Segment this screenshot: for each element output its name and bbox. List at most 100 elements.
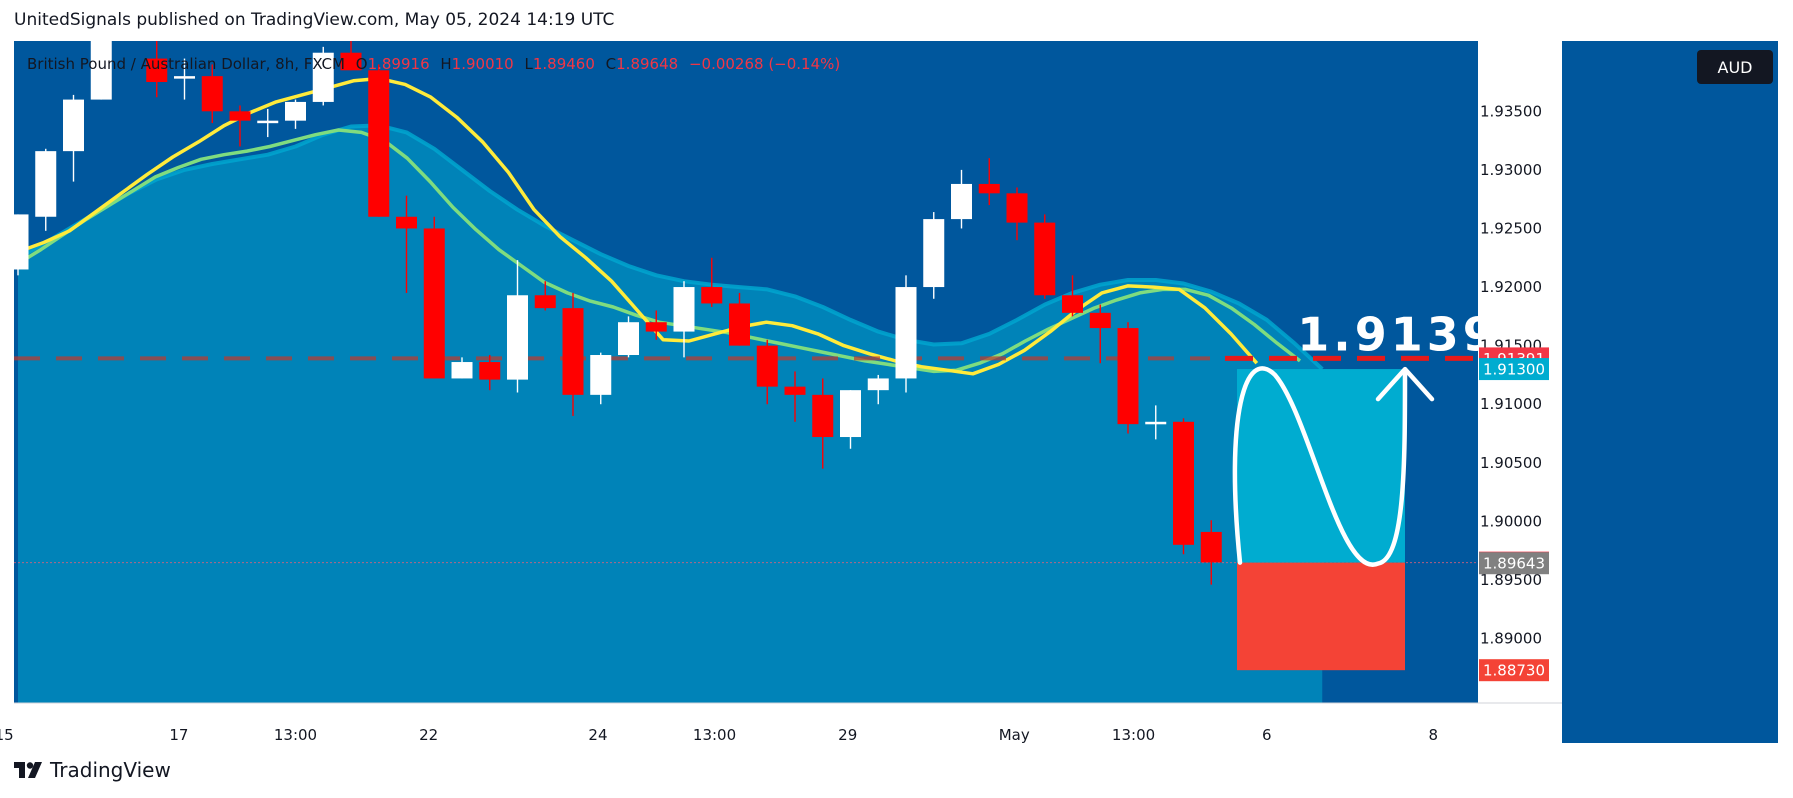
price-tag-text: 1.89643 <box>1483 555 1545 573</box>
candle-body <box>507 295 528 380</box>
candle-body <box>119 32 140 39</box>
candle <box>507 260 528 393</box>
candle-body <box>1006 193 1028 223</box>
y-tick-label: 1.93000 <box>1480 161 1542 179</box>
chart-legend: British Pound / Australian Dollar, 8h, F… <box>27 55 840 73</box>
candle-body <box>479 362 501 380</box>
candle <box>729 292 750 346</box>
candle-body <box>923 219 945 288</box>
candle <box>840 390 861 449</box>
candle <box>35 148 57 231</box>
candle <box>63 94 84 182</box>
candle <box>14 214 29 276</box>
y-tick-label: 1.90000 <box>1480 512 1542 530</box>
price-tag-bg <box>1479 659 1549 682</box>
candle <box>978 158 1000 206</box>
candle-body <box>63 99 84 152</box>
candle <box>396 195 417 293</box>
legend-high-value: 1.90010 <box>451 55 514 73</box>
legend-change: −0.00268 (−0.14%) <box>688 55 841 73</box>
candle <box>1062 275 1083 317</box>
price-tag: 1.88730 <box>1479 659 1549 682</box>
x-tick-label: 22 <box>419 726 438 744</box>
candle-body <box>396 216 417 229</box>
y-tick-label: 1.92000 <box>1480 278 1542 296</box>
legend-close-label: C <box>605 55 617 73</box>
candle-body <box>340 52 362 71</box>
price-tag: 1.89643 <box>1479 552 1549 575</box>
candle-body <box>729 303 750 346</box>
candle <box>951 169 972 229</box>
candle <box>867 374 889 405</box>
candle <box>368 64 390 217</box>
candle-body <box>756 345 778 387</box>
x-tick-label: 13:00 <box>274 726 317 744</box>
price-tag-bg <box>1479 358 1549 381</box>
candle <box>479 355 501 391</box>
candle-body <box>285 101 306 121</box>
y-tick-label: 1.90500 <box>1480 454 1542 472</box>
candle-body <box>368 70 390 217</box>
price-tag-text: 1.91300 <box>1483 361 1545 379</box>
candle <box>1089 304 1111 364</box>
candle-body <box>951 183 972 220</box>
price-axis <box>1478 41 1562 748</box>
candle <box>618 316 639 358</box>
x-tick-label: 17 <box>169 726 188 744</box>
candle-body <box>867 378 889 391</box>
legend-high-label: H <box>440 55 452 73</box>
publication-header: UnitedSignals published on TradingView.c… <box>14 10 615 30</box>
area-fill <box>18 125 1323 703</box>
candle-body <box>1200 531 1222 563</box>
candle <box>645 310 667 340</box>
candle <box>756 339 778 405</box>
x-tick-label: 13:00 <box>693 726 736 744</box>
projection-curve <box>1232 366 1408 567</box>
candle <box>257 108 279 138</box>
candle-body <box>229 111 251 121</box>
candle-body <box>812 394 834 438</box>
candle <box>1200 520 1222 585</box>
candle-body <box>1117 328 1139 425</box>
candle <box>701 257 723 307</box>
candle-body <box>1173 421 1194 545</box>
price-tag: 1.91300 <box>1479 358 1549 381</box>
candle <box>312 46 334 106</box>
candle <box>812 378 834 469</box>
y-tick-label: 1.92500 <box>1480 219 1542 237</box>
candle <box>923 212 945 299</box>
y-tick-label: 1.89000 <box>1480 630 1542 648</box>
candle-body <box>257 120 279 124</box>
candle <box>90 41 112 100</box>
x-tick-label: 24 <box>588 726 607 744</box>
target-zone <box>1237 369 1405 563</box>
stop-zone <box>1237 562 1405 671</box>
y-tick-label: 1.91000 <box>1480 395 1542 413</box>
price-tag-bg <box>1479 552 1549 575</box>
candle <box>562 292 584 416</box>
legend-low-label: L <box>524 55 533 73</box>
candle <box>146 41 168 98</box>
candle <box>673 281 695 358</box>
tradingview-brand: TradingView <box>50 758 171 782</box>
candle-body <box>1034 222 1056 296</box>
legend-open-label: O <box>355 55 368 73</box>
candle-body <box>784 386 806 395</box>
y-tick-label: 1.93500 <box>1480 102 1542 120</box>
candle <box>1006 187 1028 241</box>
candle-body <box>174 76 195 79</box>
candle-body <box>534 295 556 309</box>
candle-body <box>451 362 473 379</box>
candle <box>174 58 195 100</box>
area-line <box>17 123 1324 371</box>
x-tick-label: 13:00 <box>1112 726 1155 744</box>
candle-body <box>1089 312 1111 329</box>
x-tick-label: May <box>999 726 1030 744</box>
currency-button[interactable]: AUD <box>1697 50 1773 84</box>
legend-low-value: 1.89460 <box>532 55 595 73</box>
plot-area: 1.9139 <box>14 32 1478 703</box>
tradingview-logo[interactable]: TradingView <box>14 758 171 782</box>
candle-body <box>423 228 445 379</box>
time-axis <box>14 703 1562 748</box>
